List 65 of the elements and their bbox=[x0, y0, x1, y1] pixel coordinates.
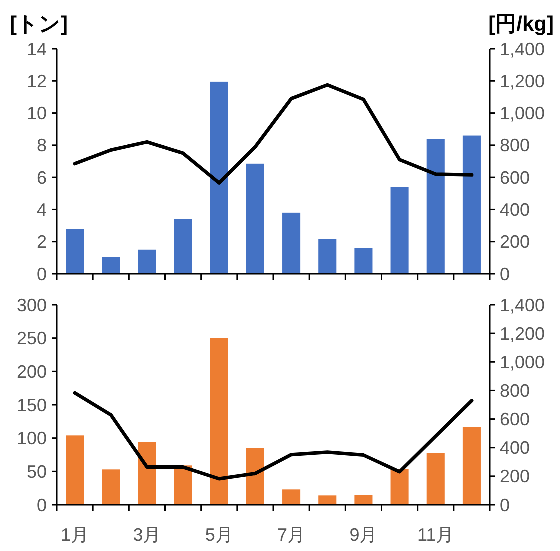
x-tick-label: 3月 bbox=[133, 525, 162, 545]
bar bbox=[246, 164, 264, 274]
bar bbox=[390, 187, 409, 274]
bar bbox=[354, 495, 373, 505]
y2-axis-title: [円/kg] bbox=[488, 13, 554, 36]
y-tick-label: 50 bbox=[26, 462, 47, 482]
y-axis-title: [トン] bbox=[10, 13, 68, 36]
bar bbox=[318, 239, 337, 274]
bar bbox=[174, 466, 192, 505]
bar bbox=[66, 436, 84, 505]
bar bbox=[282, 490, 301, 505]
bar bbox=[138, 442, 156, 505]
bar bbox=[246, 448, 264, 505]
y2-tick-label: 1,200 bbox=[500, 324, 546, 344]
y-tick-label: 0 bbox=[36, 264, 47, 284]
y-tick-label: 2 bbox=[36, 232, 47, 252]
bar bbox=[426, 453, 445, 505]
bar bbox=[282, 212, 301, 274]
y2-tick-label: 600 bbox=[500, 410, 530, 430]
y-tick-label: 6 bbox=[36, 168, 47, 188]
bar bbox=[174, 219, 192, 274]
y-tick-label: 8 bbox=[36, 136, 47, 156]
y2-tick-label: 200 bbox=[500, 466, 530, 487]
x-tick-label: 9月 bbox=[350, 525, 378, 545]
bar bbox=[66, 229, 84, 274]
bar bbox=[462, 136, 481, 274]
bar bbox=[318, 496, 337, 505]
y-tick-label: 200 bbox=[16, 362, 47, 382]
bar bbox=[426, 139, 445, 274]
bar bbox=[102, 470, 120, 505]
line-series bbox=[73, 83, 474, 185]
bar bbox=[210, 82, 228, 274]
y2-tick-label: 400 bbox=[500, 200, 530, 220]
y2-tick-label: 600 bbox=[500, 168, 530, 188]
y-tick-label: 250 bbox=[16, 328, 47, 349]
y-tick-label: 12 bbox=[26, 71, 47, 92]
y2-tick-label: 200 bbox=[500, 232, 530, 252]
y2-tick-label: 1,000 bbox=[500, 352, 546, 372]
x-tick-label: 7月 bbox=[278, 525, 306, 545]
y-tick-label: 150 bbox=[16, 395, 47, 416]
y-tick-label: 100 bbox=[16, 428, 47, 449]
y-tick-label: 14 bbox=[26, 39, 47, 60]
y-tick-label: 10 bbox=[26, 104, 47, 124]
y-tick-label: 300 bbox=[16, 295, 47, 316]
y2-tick-label: 0 bbox=[500, 264, 510, 284]
y2-tick-label: 1,400 bbox=[500, 39, 546, 60]
y2-tick-label: 400 bbox=[500, 438, 530, 458]
y2-tick-label: 800 bbox=[500, 136, 530, 156]
y2-tick-label: 1,000 bbox=[500, 104, 546, 124]
y2-tick-label: 0 bbox=[500, 495, 510, 516]
x-tick-label: 1月 bbox=[61, 525, 90, 545]
y2-tick-label: 1,200 bbox=[500, 71, 546, 92]
bar bbox=[138, 250, 156, 274]
x-tick-label: 5月 bbox=[205, 525, 234, 545]
bar bbox=[462, 427, 481, 505]
line-series bbox=[73, 391, 474, 481]
bar bbox=[390, 469, 409, 505]
y2-tick-label: 1,400 bbox=[500, 295, 546, 316]
x-tick-label: 11月 bbox=[418, 525, 454, 545]
y-tick-label: 0 bbox=[36, 495, 47, 516]
bar bbox=[102, 257, 120, 274]
y2-tick-label: 800 bbox=[500, 381, 530, 402]
y-tick-label: 4 bbox=[36, 200, 47, 220]
bar bbox=[354, 248, 373, 274]
bar bbox=[210, 338, 228, 505]
